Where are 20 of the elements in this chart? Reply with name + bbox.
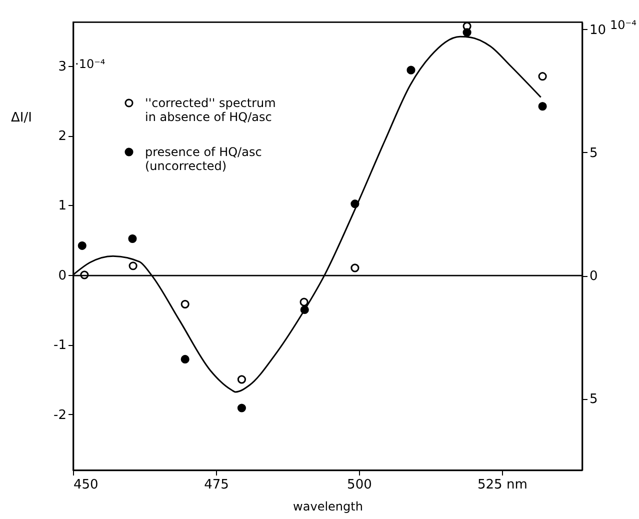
y-tick-label: 3 (58, 59, 66, 74)
y-axis-title: ΔI/I (11, 110, 32, 126)
annotation: ·10⁻⁴ (75, 57, 106, 71)
legend-label: ''corrected'' spectrum in absence of HQ/asc (145, 96, 276, 124)
y-tick-label: -2 (54, 408, 66, 423)
y-tick-label: 2 (58, 129, 66, 144)
x-axis-title: wavelength (293, 500, 363, 514)
text: 10⁻⁴ (610, 18, 637, 32)
x-tick-label: 475 (204, 478, 229, 492)
y2-tick-label: 0 (590, 269, 598, 284)
legend-label: presence of HQ/asc (uncorrected) (145, 145, 262, 173)
x-tick-label: 500 (347, 478, 372, 492)
y-tick-label: -1 (54, 338, 66, 354)
x-tick-label: 450 (74, 478, 98, 492)
y-tick-label: 1 (58, 198, 66, 214)
y2-tick-label: 5 (590, 392, 598, 408)
y2-tick-label: 10 (590, 22, 606, 38)
y2-tick-label: 5 (590, 146, 598, 161)
y-tick-label: 0 (58, 268, 66, 284)
x-tick-label: 525 nm (478, 478, 528, 492)
